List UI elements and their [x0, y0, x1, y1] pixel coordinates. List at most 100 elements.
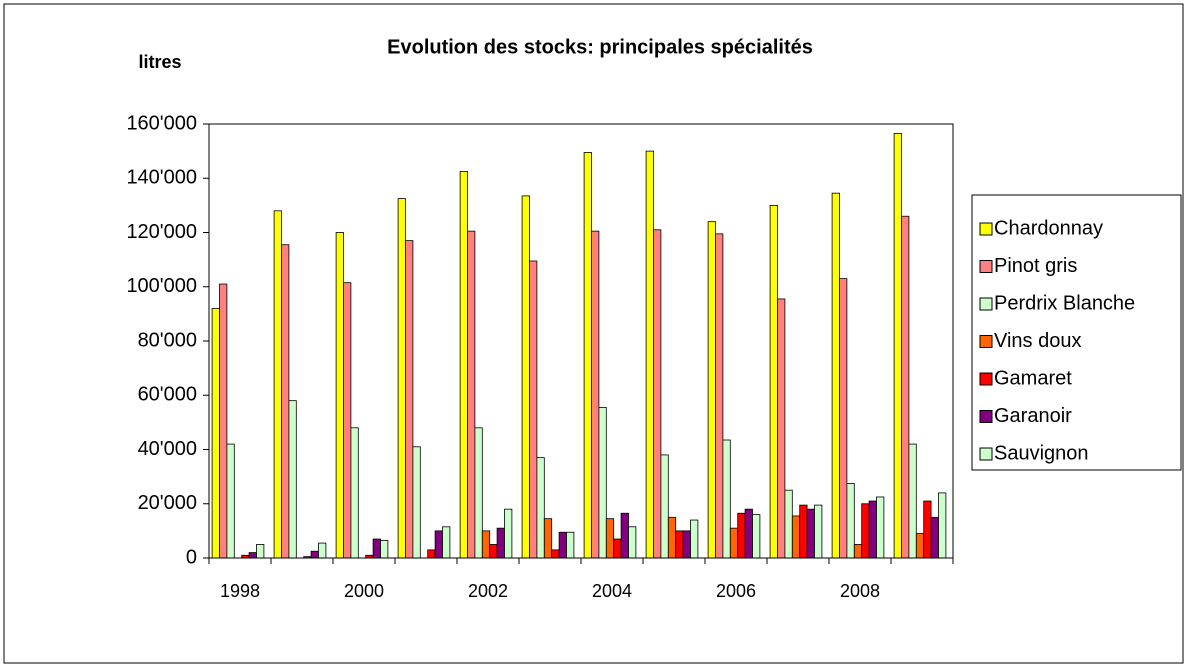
legend-label: Chardonnay	[994, 217, 1103, 239]
bar	[908, 443, 917, 559]
bar	[876, 496, 885, 559]
legend-label: Vins doux	[994, 330, 1081, 352]
bar	[459, 171, 468, 559]
bar	[722, 439, 731, 559]
bar	[566, 531, 575, 559]
bar	[645, 150, 654, 559]
legend-swatch	[979, 335, 993, 348]
legend-label: Pinot gris	[994, 255, 1077, 277]
bar	[412, 446, 421, 559]
bar	[256, 544, 265, 559]
bar	[707, 221, 716, 559]
bar	[591, 230, 600, 559]
legend-label: Garanoir	[994, 405, 1072, 427]
bar	[405, 240, 414, 559]
x-tick-label: 2004	[592, 581, 632, 601]
bar	[397, 198, 406, 559]
bar	[682, 530, 691, 559]
bar	[861, 503, 870, 559]
bar	[653, 229, 662, 559]
bar	[620, 512, 629, 559]
bar	[901, 215, 910, 559]
bar	[806, 508, 815, 559]
bar	[496, 527, 505, 559]
bar	[915, 533, 925, 559]
bar	[777, 298, 786, 559]
bar	[769, 204, 778, 559]
y-tick-label: 40'000	[138, 438, 197, 460]
x-tick-label: 2002	[468, 581, 508, 601]
bar	[628, 526, 637, 559]
bar	[226, 443, 235, 559]
bar	[529, 260, 538, 559]
bar	[675, 530, 684, 559]
bar	[481, 530, 491, 559]
bar	[350, 427, 359, 559]
bar	[543, 518, 553, 559]
bar	[288, 400, 297, 559]
bar	[839, 278, 848, 559]
bar	[846, 483, 855, 559]
legend-swatch	[979, 372, 993, 386]
y-tick-label: 100'000	[126, 275, 197, 297]
bar	[551, 549, 560, 559]
bar	[583, 152, 592, 559]
bar	[372, 538, 381, 559]
bar	[737, 512, 746, 559]
bar	[868, 500, 877, 559]
bar	[814, 504, 823, 559]
y-tick-label: 120'000	[126, 221, 197, 243]
bar	[474, 427, 483, 559]
x-tick-label: 2008	[840, 581, 880, 601]
legend-swatch	[979, 222, 993, 236]
legend-swatch	[979, 447, 993, 461]
bar	[690, 519, 699, 559]
bar	[434, 530, 443, 559]
bar	[536, 457, 545, 559]
bar	[938, 492, 947, 559]
legend-label: Gamaret	[994, 367, 1072, 389]
bar	[219, 283, 228, 559]
x-tick-label: 2000	[344, 581, 384, 601]
bar	[729, 527, 739, 559]
bar	[310, 550, 319, 559]
legend-swatch	[979, 297, 993, 311]
y-axis-label: litres	[138, 52, 181, 72]
bar	[489, 544, 498, 559]
x-tick-label: 2006	[716, 581, 756, 601]
bar	[248, 552, 257, 559]
bar	[613, 538, 622, 559]
bar	[831, 192, 840, 559]
bar	[318, 542, 327, 559]
bar	[504, 508, 513, 559]
legend-swatch	[979, 260, 993, 273]
bar	[343, 282, 352, 559]
bar	[791, 515, 801, 559]
bar	[605, 518, 615, 559]
bar	[893, 133, 902, 559]
bar	[799, 504, 808, 559]
y-tick-label: 160'000	[126, 112, 197, 134]
legend-box	[971, 194, 1182, 471]
legend-label: Perdrix Blanche	[994, 292, 1135, 314]
y-tick-label: 0	[186, 546, 197, 568]
y-tick-label: 20'000	[138, 492, 197, 514]
bar	[427, 549, 436, 559]
bar	[335, 232, 344, 559]
y-tick-label: 140'000	[126, 167, 197, 189]
legend-swatch	[979, 410, 993, 423]
bar	[923, 500, 932, 559]
bar	[660, 454, 669, 559]
bar	[211, 308, 220, 559]
x-tick-label: 1998	[220, 581, 260, 601]
bar	[667, 516, 677, 559]
bar	[521, 195, 530, 559]
bar	[930, 516, 939, 559]
bar	[752, 514, 761, 559]
bar	[558, 531, 567, 559]
y-tick-label: 60'000	[138, 384, 197, 406]
legend-label: Sauvignon	[994, 442, 1089, 464]
bar	[442, 526, 451, 559]
bar	[784, 489, 793, 559]
